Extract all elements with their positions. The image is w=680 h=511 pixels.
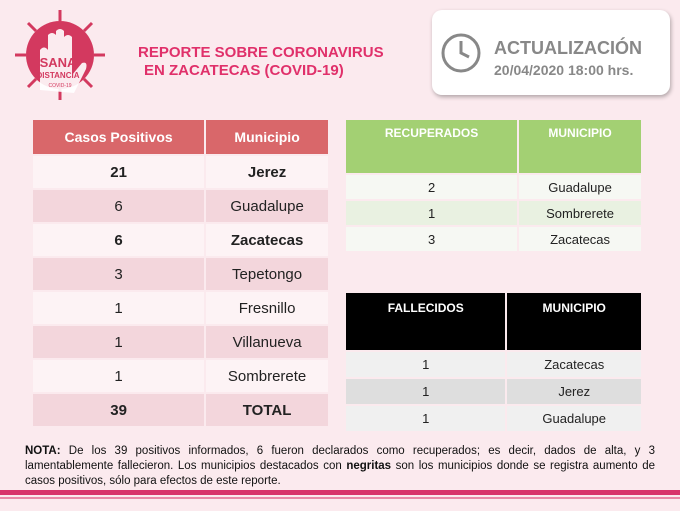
header-row: Casos Positivos Municipio	[33, 120, 328, 154]
row: 1 Zacatecas	[346, 352, 641, 377]
note-text: son los municipios donde se registra aum…	[25, 460, 655, 487]
positives-table: Casos Positivos Municipio 21 Jerez 6 Guadalup…	[31, 118, 330, 428]
row: 3 Tepetongo	[33, 258, 328, 290]
cell: Sombrerete	[206, 360, 328, 392]
row: 39 TOTAL	[33, 394, 328, 426]
cell: 1	[346, 201, 518, 225]
cell: 1	[33, 326, 205, 358]
cell: 6	[33, 190, 205, 222]
row: 2 Guadalupe	[346, 175, 641, 199]
note-label: NOTA:	[25, 445, 61, 457]
row: 1 Sombrerete	[346, 201, 641, 225]
note-bold: negritas	[346, 460, 392, 472]
note-text: De los 39 positivos informados, 6 fueron…	[25, 445, 655, 472]
cell: Guadalupe	[519, 175, 641, 199]
header-cell: MUNICIPIO	[519, 120, 641, 173]
note: NOTA: De los 39 positivos informados, 6 …	[25, 444, 655, 489]
update-datetime: 20/04/2020 18:00 hrs.	[494, 62, 634, 78]
cell: 3	[33, 258, 205, 290]
cell: Zacatecas	[206, 224, 328, 256]
logo-text: DISTANCIA	[37, 71, 80, 80]
clock-icon	[441, 33, 481, 73]
header-row: RECUPERADOS MUNICIPIO	[346, 120, 641, 173]
header-row: FALLECIDOS MUNICIPIO	[346, 293, 641, 350]
cell: Jerez	[206, 156, 328, 188]
recovered-table: RECUPERADOS MUNICIPIO 2 Guadalupe 1 Sombreret…	[344, 118, 643, 253]
cell: 39	[33, 394, 205, 426]
footer-bar	[0, 490, 680, 495]
cell: Jerez	[507, 379, 641, 404]
cell: 1	[33, 292, 205, 324]
cell: Zacatecas	[507, 352, 641, 377]
cell: 21	[33, 156, 205, 188]
row: 21 Jerez	[33, 156, 328, 188]
cell: 1	[346, 379, 506, 404]
cell: Zacatecas	[519, 227, 641, 251]
cell: 1	[346, 406, 506, 431]
row: 1 Villanueva	[33, 326, 328, 358]
footer-line	[0, 497, 680, 499]
cell: Tepetongo	[206, 258, 328, 290]
cell: Fresnillo	[206, 292, 328, 324]
deceased-table: FALLECIDOS MUNICIPIO 1 Zacatecas 1 Jerez 1 Guad…	[344, 291, 643, 433]
row: 1 Fresnillo	[33, 292, 328, 324]
cell: 1	[33, 360, 205, 392]
logo-text: COVID-19	[48, 83, 71, 89]
update-box: ACTUALIZACIÓN 20/04/2020 18:00 hrs.	[432, 10, 670, 95]
cell: Guadalupe	[507, 406, 641, 431]
header-cell: RECUPERADOS	[346, 120, 518, 173]
update-label: ACTUALIZACIÓN	[494, 38, 642, 58]
row: 1 Guadalupe	[346, 406, 641, 431]
cell: Guadalupe	[206, 190, 328, 222]
cell: 1	[346, 352, 506, 377]
logo-text: SANA	[40, 55, 77, 70]
cell: Villanueva	[206, 326, 328, 358]
title-line: REPORTE SOBRE CORONAVIRUS	[138, 44, 384, 61]
cell: 2	[346, 175, 518, 199]
row: 6 Guadalupe	[33, 190, 328, 222]
row: 3 Zacatecas	[346, 227, 641, 251]
header-cell: Municipio	[206, 120, 328, 154]
title: REPORTE SOBRE CORONAVIRUS EN ZACATECAS (…	[138, 44, 384, 80]
header-cell: MUNICIPIO	[507, 293, 641, 350]
cell: 3	[346, 227, 518, 251]
row: 1 Sombrerete	[33, 360, 328, 392]
row: 6 Zacatecas	[33, 224, 328, 256]
header-cell: FALLECIDOS	[346, 293, 506, 350]
title-line: EN ZACATECAS (COVID-19)	[144, 62, 344, 79]
row: 1 Jerez	[346, 379, 641, 404]
cell: TOTAL	[206, 394, 328, 426]
cell: 6	[33, 224, 205, 256]
header-cell: Casos Positivos	[33, 120, 205, 154]
cell: Sombrerete	[519, 201, 641, 225]
logo: SANA DISTANCIA COVID-19	[15, 10, 105, 100]
